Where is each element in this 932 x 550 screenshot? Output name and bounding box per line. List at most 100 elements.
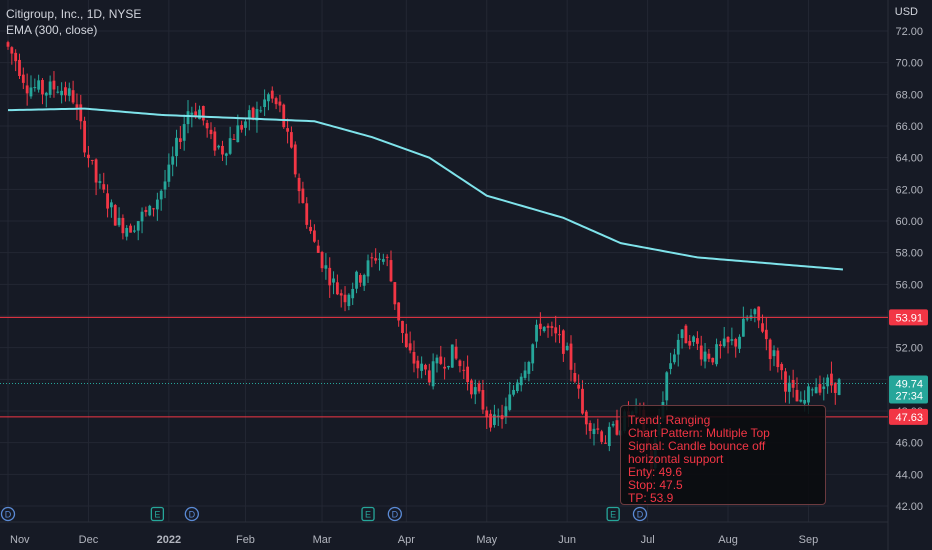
y-tick-label: 60.00 — [895, 216, 923, 228]
candle-body — [718, 344, 722, 347]
support-price-tag — [889, 408, 928, 425]
candle — [44, 91, 48, 108]
candle — [477, 380, 481, 394]
candle — [688, 334, 692, 350]
candle — [787, 375, 791, 404]
ema-indicator-label[interactable]: EMA (300, close) — [6, 23, 98, 37]
candle — [148, 204, 152, 217]
candle — [358, 273, 362, 287]
candle — [818, 375, 822, 396]
candle — [221, 140, 224, 161]
last-price-label: 49.74 — [895, 378, 923, 390]
candle-body — [738, 336, 741, 349]
candle — [159, 189, 163, 211]
candle — [297, 173, 301, 204]
candle — [420, 356, 424, 379]
candle-body — [374, 258, 378, 261]
candle-body — [385, 256, 389, 258]
candle — [48, 75, 52, 98]
symbol-title[interactable]: Citigroup, Inc., 1D, NYSE — [6, 7, 142, 21]
candle-body — [44, 92, 48, 96]
dividend-marker[interactable]: D — [0, 506, 16, 522]
candle-body — [443, 366, 447, 369]
candle — [328, 257, 332, 298]
candle — [397, 302, 401, 327]
candle-body — [676, 339, 680, 355]
candle — [458, 359, 462, 373]
candle-body — [370, 257, 374, 259]
candle-body — [435, 357, 439, 364]
candle-body — [546, 325, 550, 328]
candle — [584, 409, 588, 435]
candle — [255, 101, 259, 133]
candle-body — [75, 104, 79, 108]
candle-body — [826, 377, 830, 387]
candle — [577, 374, 581, 399]
candle-body — [558, 334, 561, 336]
candle-body — [113, 204, 117, 226]
candle-body — [132, 230, 136, 232]
candle — [56, 85, 60, 94]
candle-body — [79, 104, 83, 122]
y-tick-label: 52.00 — [895, 343, 923, 355]
candle — [79, 94, 83, 130]
dividend-marker[interactable]: D — [632, 506, 648, 522]
candle-body — [753, 309, 757, 315]
grid — [0, 0, 888, 522]
candle — [447, 365, 450, 370]
candle — [178, 125, 182, 150]
earnings-marker[interactable]: E — [150, 506, 165, 522]
candle-body — [18, 59, 21, 76]
candle-body — [489, 413, 492, 428]
candle — [29, 75, 33, 99]
x-tick-label: Jul — [641, 534, 655, 546]
candle — [412, 340, 416, 373]
candle-body — [56, 91, 60, 93]
dividend-marker[interactable]: D — [184, 506, 199, 522]
candle-body — [404, 333, 408, 348]
candle — [561, 329, 565, 362]
candle — [519, 373, 523, 392]
candle-body — [98, 181, 102, 183]
candle-body — [313, 230, 316, 242]
candle — [121, 214, 125, 240]
candle-body — [673, 354, 676, 363]
candle-body — [190, 112, 194, 115]
candle-body — [424, 364, 427, 370]
candle-body — [577, 384, 581, 389]
candle-body — [309, 226, 312, 232]
candle-body — [159, 190, 163, 200]
candle — [182, 114, 186, 151]
y-tick-label: 42.00 — [895, 501, 923, 513]
candle — [113, 203, 117, 226]
candle — [270, 86, 274, 103]
trend-text: Trend: Ranging — [628, 413, 711, 427]
candle — [722, 326, 726, 348]
candle-body — [592, 428, 596, 435]
candle-body — [393, 282, 397, 305]
candle-body — [263, 99, 267, 108]
candle — [699, 335, 703, 366]
candle — [175, 129, 178, 167]
candle — [837, 377, 841, 396]
earnings-marker[interactable]: E — [606, 506, 620, 522]
candle-body — [90, 159, 94, 161]
candle — [163, 169, 167, 199]
candle — [538, 312, 542, 336]
candle — [684, 324, 688, 344]
candle — [738, 334, 741, 353]
candle — [90, 159, 94, 165]
candle-body — [699, 345, 703, 360]
candle-body — [83, 120, 86, 153]
candle-body — [178, 138, 182, 142]
candle-body — [274, 98, 278, 105]
dividend-marker[interactable]: D — [387, 506, 402, 522]
candle — [320, 250, 324, 273]
candle-body — [703, 351, 707, 362]
candle-body — [305, 203, 309, 225]
candle-body — [596, 428, 600, 430]
candle-body — [787, 382, 791, 392]
candle-body — [772, 350, 776, 357]
earnings-marker[interactable]: E — [361, 506, 375, 522]
